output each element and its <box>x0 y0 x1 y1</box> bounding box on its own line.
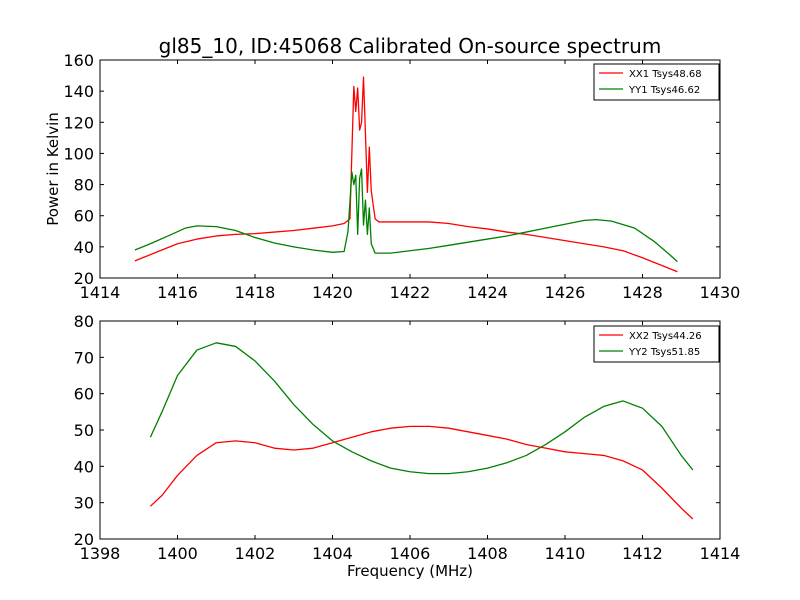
top-x-tick-label: 1428 <box>622 283 663 302</box>
top-y-tick-label: 100 <box>63 144 94 163</box>
top-y-tick-label: 40 <box>74 238 94 257</box>
bottom-legend: XX2 Tsys44.26 YY2 Tsys51.85 <box>593 325 720 363</box>
top-x-tick-label: 1420 <box>312 283 353 302</box>
top-series-line-2 <box>134 168 678 263</box>
top-x-tick-label: 1414 <box>80 283 121 302</box>
top-legend-label-xx1: XX1 Tsys48.68 <box>629 69 702 80</box>
bottom-x-axis-label: Frequency (MHz) <box>347 562 473 580</box>
top-x-tick-label: 1430 <box>700 283 741 302</box>
bottom-y-tick-label: 40 <box>74 457 94 476</box>
top-plot-lines <box>134 76 678 273</box>
top-legend: XX1 Tsys48.68 YY1 Tsys46.62 <box>593 63 720 101</box>
bottom-x-tick-label: 1412 <box>622 544 663 563</box>
bottom-plot: 1398 1400 1402 1404 1406 1408 1410 1412 1414 20 30… <box>74 312 741 580</box>
top-legend-label-yy1: YY1 Tsys46.62 <box>628 85 700 96</box>
top-y-tick-label: 60 <box>74 207 94 226</box>
bottom-x-tick-label: 1406 <box>390 544 431 563</box>
bottom-x-tick-label: 1414 <box>700 544 741 563</box>
bottom-y-tick-label: 20 <box>74 530 94 549</box>
bottom-y-tick-label: 50 <box>74 421 94 440</box>
top-x-tick-label: 1416 <box>157 283 198 302</box>
top-plot-ticks: 1414 1416 1418 1420 1422 1424 1426 1428 1430 20 40… <box>63 51 740 302</box>
bottom-plot-ticks: 1398 1400 1402 1404 1406 1408 1410 1412 1414 20 30… <box>74 312 741 563</box>
bottom-y-tick-label: 30 <box>74 494 94 513</box>
top-plot: 1414 1416 1418 1420 1422 1424 1426 1428 1430 20 40… <box>44 51 740 302</box>
bottom-x-tick-label: 1404 <box>312 544 353 563</box>
bottom-y-tick-label: 80 <box>74 312 94 331</box>
bottom-x-tick-label: 1410 <box>545 544 586 563</box>
bottom-plot-lines <box>149 342 694 520</box>
top-x-tick-label: 1418 <box>235 283 276 302</box>
top-x-tick-label: 1424 <box>467 283 508 302</box>
top-y-tick-label: 140 <box>63 82 94 101</box>
top-y-tick-label: 160 <box>63 51 94 70</box>
bottom-series-line-1 <box>149 425 694 520</box>
bottom-x-tick-label: 1398 <box>80 544 121 563</box>
top-x-tick-label: 1422 <box>390 283 431 302</box>
top-series-line-1 <box>134 76 678 273</box>
top-y-tick-label: 20 <box>74 269 94 288</box>
bottom-legend-label-yy2: YY2 Tsys51.85 <box>628 347 700 358</box>
bottom-series-line-2 <box>149 342 694 475</box>
bottom-y-tick-label: 60 <box>74 385 94 404</box>
top-y-tick-label: 120 <box>63 113 94 132</box>
bottom-y-tick-label: 70 <box>74 348 94 367</box>
chart-title: gl85_10, ID:45068 Calibrated On-source s… <box>159 34 662 58</box>
top-x-tick-label: 1426 <box>545 283 586 302</box>
bottom-legend-box <box>593 325 720 363</box>
bottom-legend-label-xx2: XX2 Tsys44.26 <box>629 331 702 342</box>
bottom-x-tick-label: 1402 <box>235 544 276 563</box>
bottom-x-tick-label: 1400 <box>157 544 198 563</box>
top-y-axis-label: Power in Kelvin <box>44 112 62 226</box>
bottom-x-tick-label: 1408 <box>467 544 508 563</box>
top-y-tick-label: 80 <box>74 176 94 195</box>
top-legend-box <box>593 63 720 101</box>
